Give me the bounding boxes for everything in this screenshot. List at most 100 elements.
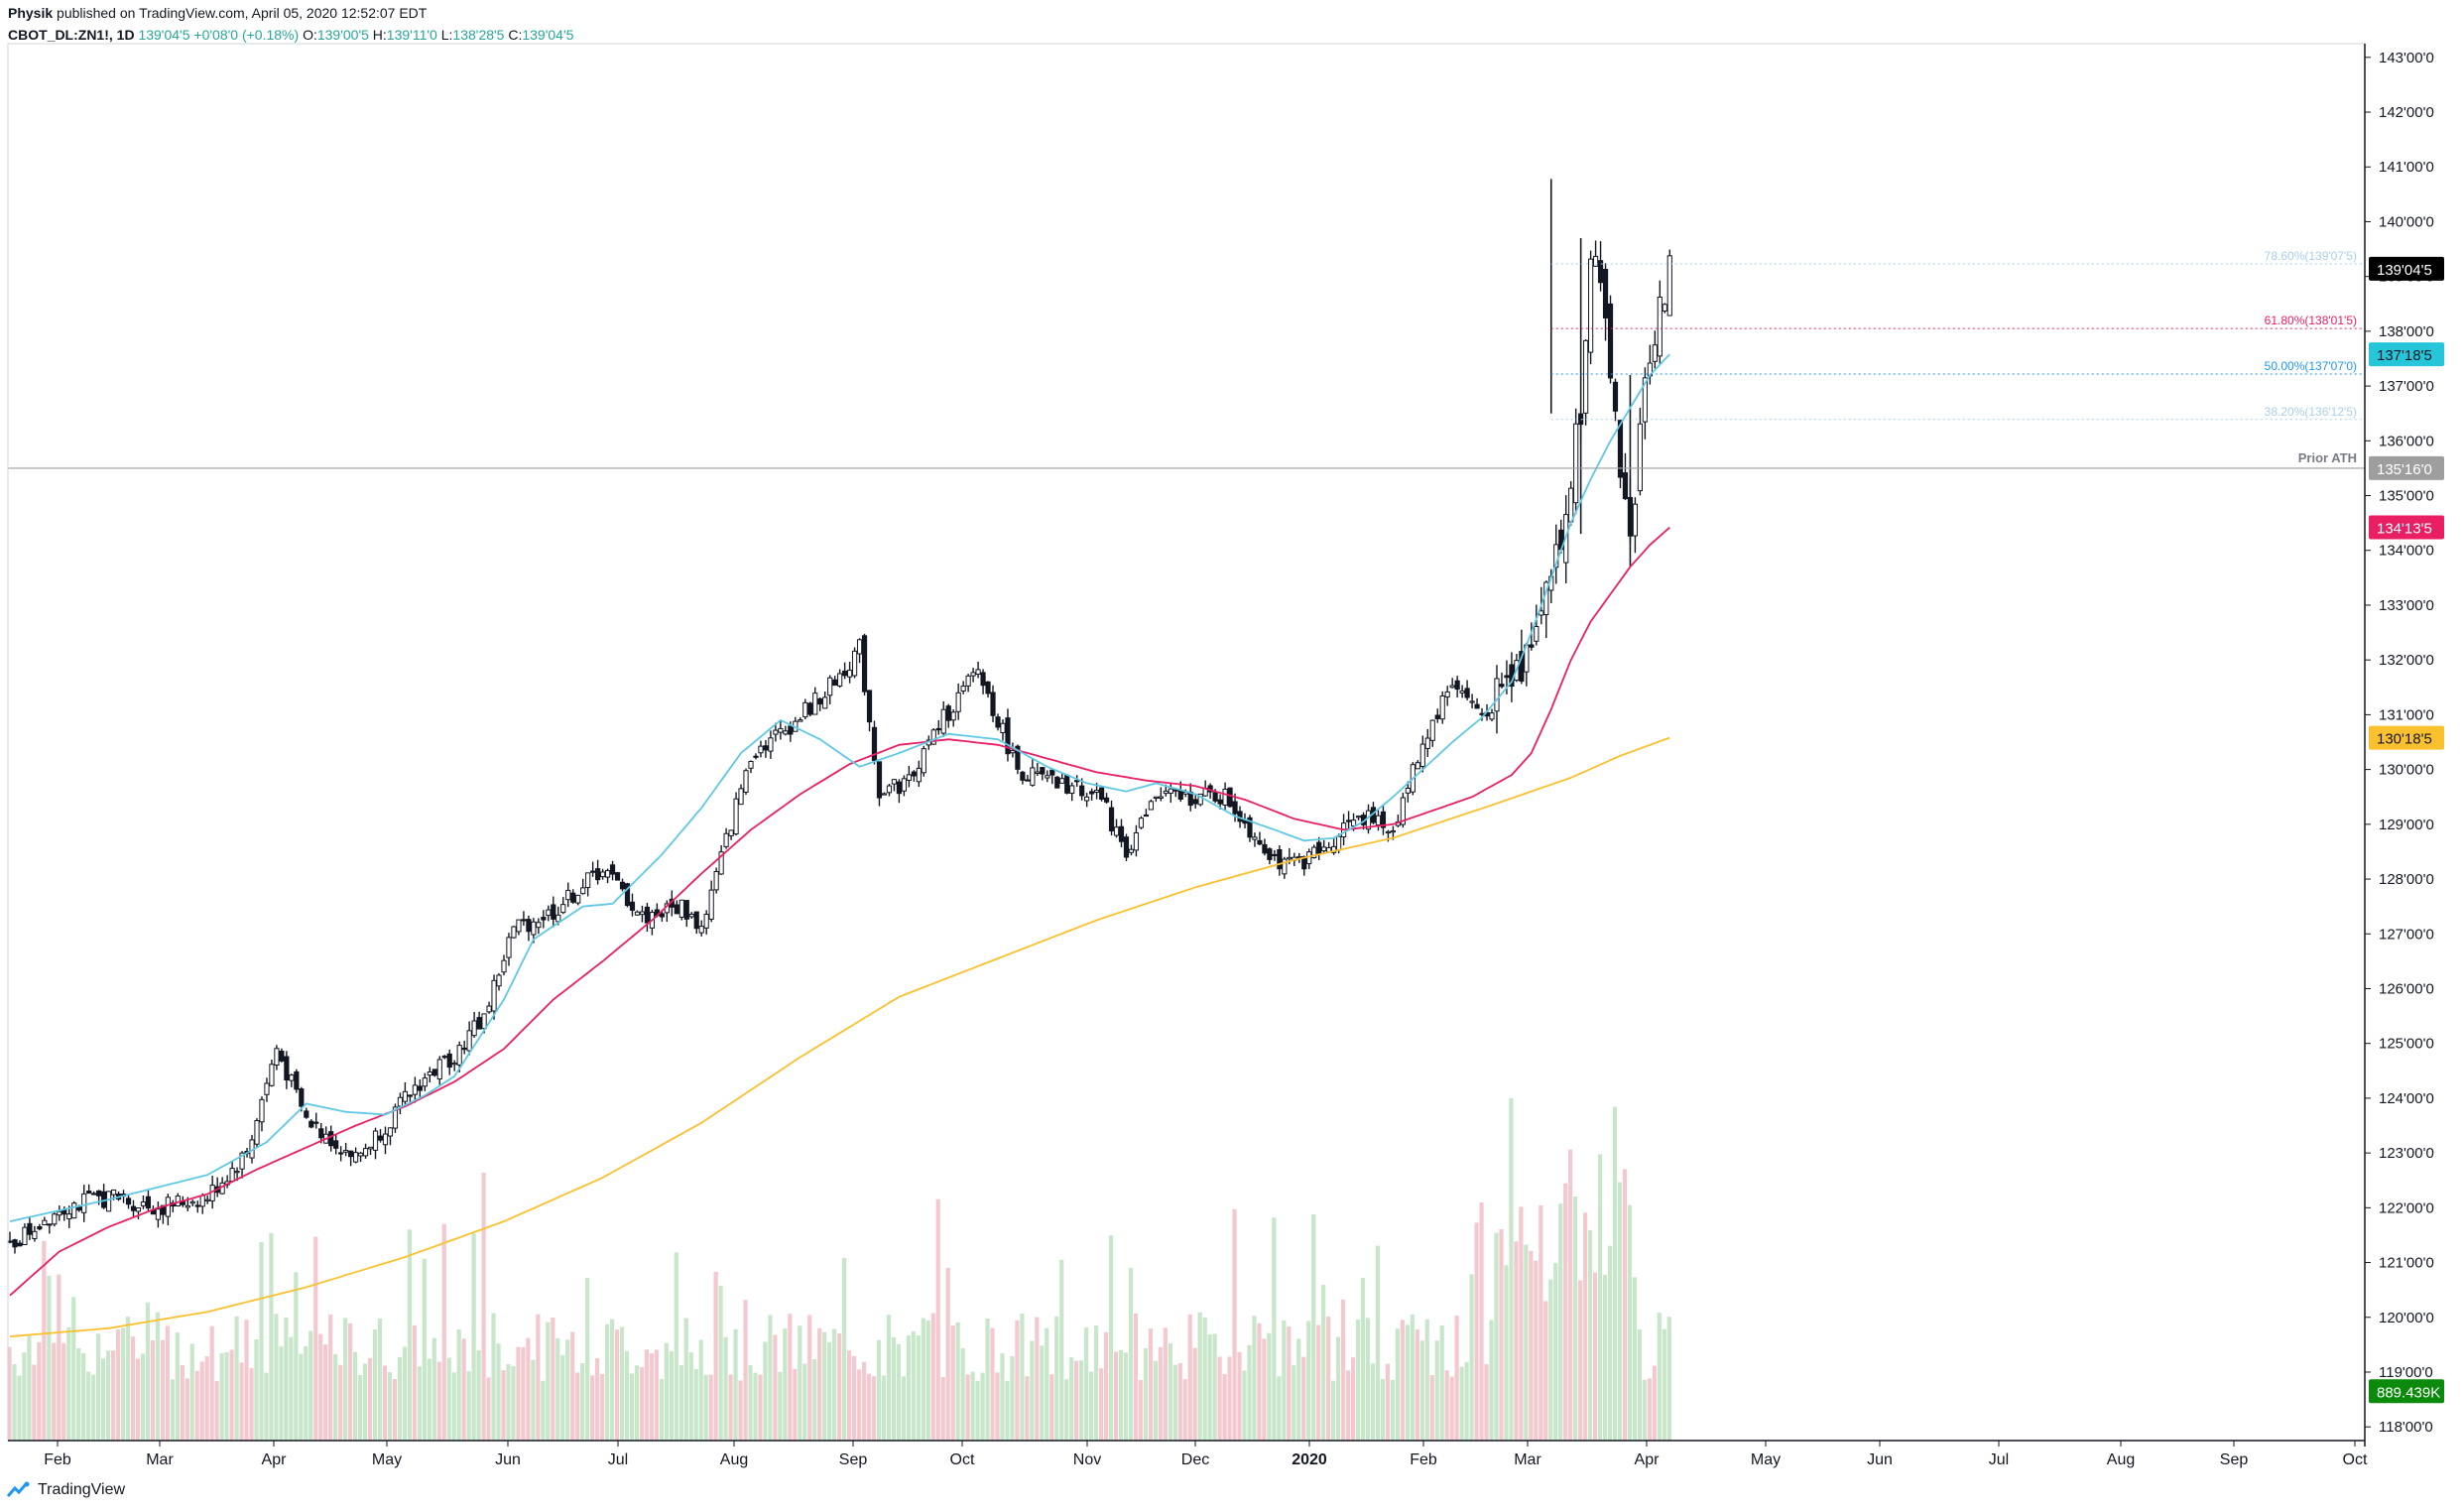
- candle-up: [1336, 835, 1342, 851]
- volume-bar: [1370, 1363, 1376, 1441]
- volume-bar: [1010, 1356, 1015, 1441]
- volume-bar: [506, 1364, 511, 1441]
- volume-bar: [985, 1318, 990, 1441]
- price-tick-label: 143'00'0: [2379, 50, 2434, 66]
- candle-up: [822, 696, 828, 709]
- volume-bar: [387, 1372, 393, 1441]
- candles: [7, 179, 1672, 1254]
- volume-bar: [1217, 1356, 1222, 1441]
- volume-bar: [353, 1351, 358, 1441]
- volume-bar: [693, 1369, 698, 1441]
- candle-up: [511, 926, 517, 939]
- footer-brand[interactable]: TradingView: [6, 1480, 125, 1500]
- volume-bar: [970, 1371, 975, 1441]
- volume-bar: [22, 1352, 27, 1441]
- candle-up: [1148, 801, 1154, 811]
- candle-up: [382, 1133, 389, 1146]
- candle-up: [713, 870, 719, 891]
- prior-ath-label: Prior ATH: [2298, 450, 2357, 465]
- candle-up: [723, 832, 729, 847]
- volume-bar: [466, 1371, 471, 1441]
- volume-bar: [417, 1366, 422, 1441]
- symbol[interactable]: CBOT_DL:ZN1!, 1D: [8, 27, 135, 43]
- author[interactable]: Physik: [8, 5, 54, 21]
- candle-up: [1489, 712, 1495, 720]
- volume-bar: [861, 1361, 867, 1441]
- volume-bar: [516, 1346, 521, 1441]
- candle-up: [1666, 255, 1672, 316]
- candle-up: [1059, 778, 1065, 784]
- volume-bar: [995, 1372, 1000, 1441]
- ma-mid-line: [9, 526, 1670, 1297]
- volume-bar: [135, 1358, 141, 1441]
- volume-bar: [1543, 1301, 1548, 1441]
- volume-bar: [165, 1325, 170, 1441]
- candle-up: [466, 1030, 472, 1052]
- volume-bar: [678, 1364, 683, 1441]
- volume-bar: [698, 1339, 703, 1441]
- volume-bar: [7, 1346, 12, 1441]
- candle-down: [624, 883, 631, 907]
- candle-down: [1192, 799, 1198, 805]
- volume-bar: [822, 1331, 827, 1441]
- volume-bar: [407, 1229, 412, 1441]
- candle-up: [496, 974, 502, 987]
- volume-bar: [1143, 1348, 1148, 1441]
- volume-bar: [837, 1332, 842, 1441]
- price-tick-label: 140'00'0: [2379, 213, 2434, 230]
- candle-up: [639, 911, 646, 916]
- candle-up: [1138, 818, 1145, 828]
- candle-up: [1419, 743, 1425, 768]
- candle-up: [1400, 797, 1406, 825]
- candle-up: [501, 959, 507, 973]
- candle-up: [1133, 831, 1140, 851]
- volume-bar: [768, 1315, 773, 1441]
- volume-bar: [1306, 1321, 1311, 1441]
- volume-bar: [758, 1374, 763, 1441]
- candle-up: [798, 719, 803, 722]
- candle-up: [1069, 785, 1075, 795]
- volume-bar: [595, 1357, 600, 1441]
- candle-down: [896, 781, 902, 795]
- volume-bar: [827, 1341, 832, 1441]
- candle-up: [1657, 297, 1663, 357]
- volume-bar: [57, 1274, 62, 1441]
- candle-up: [1534, 626, 1540, 642]
- candle-up: [22, 1226, 28, 1245]
- volume-bar: [866, 1373, 872, 1441]
- volume-bar: [382, 1365, 388, 1441]
- candle-up: [199, 1195, 205, 1207]
- candle-down: [1015, 745, 1021, 770]
- volume-bar: [901, 1376, 906, 1441]
- volume-bar: [1247, 1344, 1252, 1441]
- candle-down: [1607, 303, 1614, 379]
- volume-bar: [1345, 1370, 1351, 1441]
- candle-down: [441, 1056, 447, 1059]
- volume-bar: [1494, 1232, 1499, 1441]
- candle-down: [590, 870, 596, 873]
- volume-bar: [965, 1374, 970, 1441]
- candle-down: [1267, 848, 1273, 860]
- candle-up: [688, 913, 694, 918]
- volume-bar: [703, 1374, 708, 1441]
- volume-bar: [896, 1343, 901, 1441]
- volume-bar: [990, 1327, 995, 1441]
- candle-down: [145, 1196, 152, 1209]
- candle-up: [555, 914, 561, 923]
- price-badge: [2369, 455, 2444, 480]
- volume-bar: [96, 1333, 101, 1441]
- volume-bar: [101, 1358, 106, 1441]
- volume-bar: [614, 1329, 620, 1441]
- volume-bar: [224, 1351, 229, 1441]
- volume-bar: [921, 1318, 925, 1441]
- volume-bar: [170, 1379, 175, 1441]
- volume-bar: [17, 1375, 22, 1441]
- candle-down: [17, 1242, 23, 1247]
- candle-down: [12, 1239, 18, 1248]
- open-value: 139'00'5: [316, 27, 369, 43]
- candle-up: [229, 1168, 235, 1183]
- volume-bar: [86, 1371, 91, 1441]
- volume-bar: [254, 1338, 259, 1441]
- candle-up: [718, 851, 724, 875]
